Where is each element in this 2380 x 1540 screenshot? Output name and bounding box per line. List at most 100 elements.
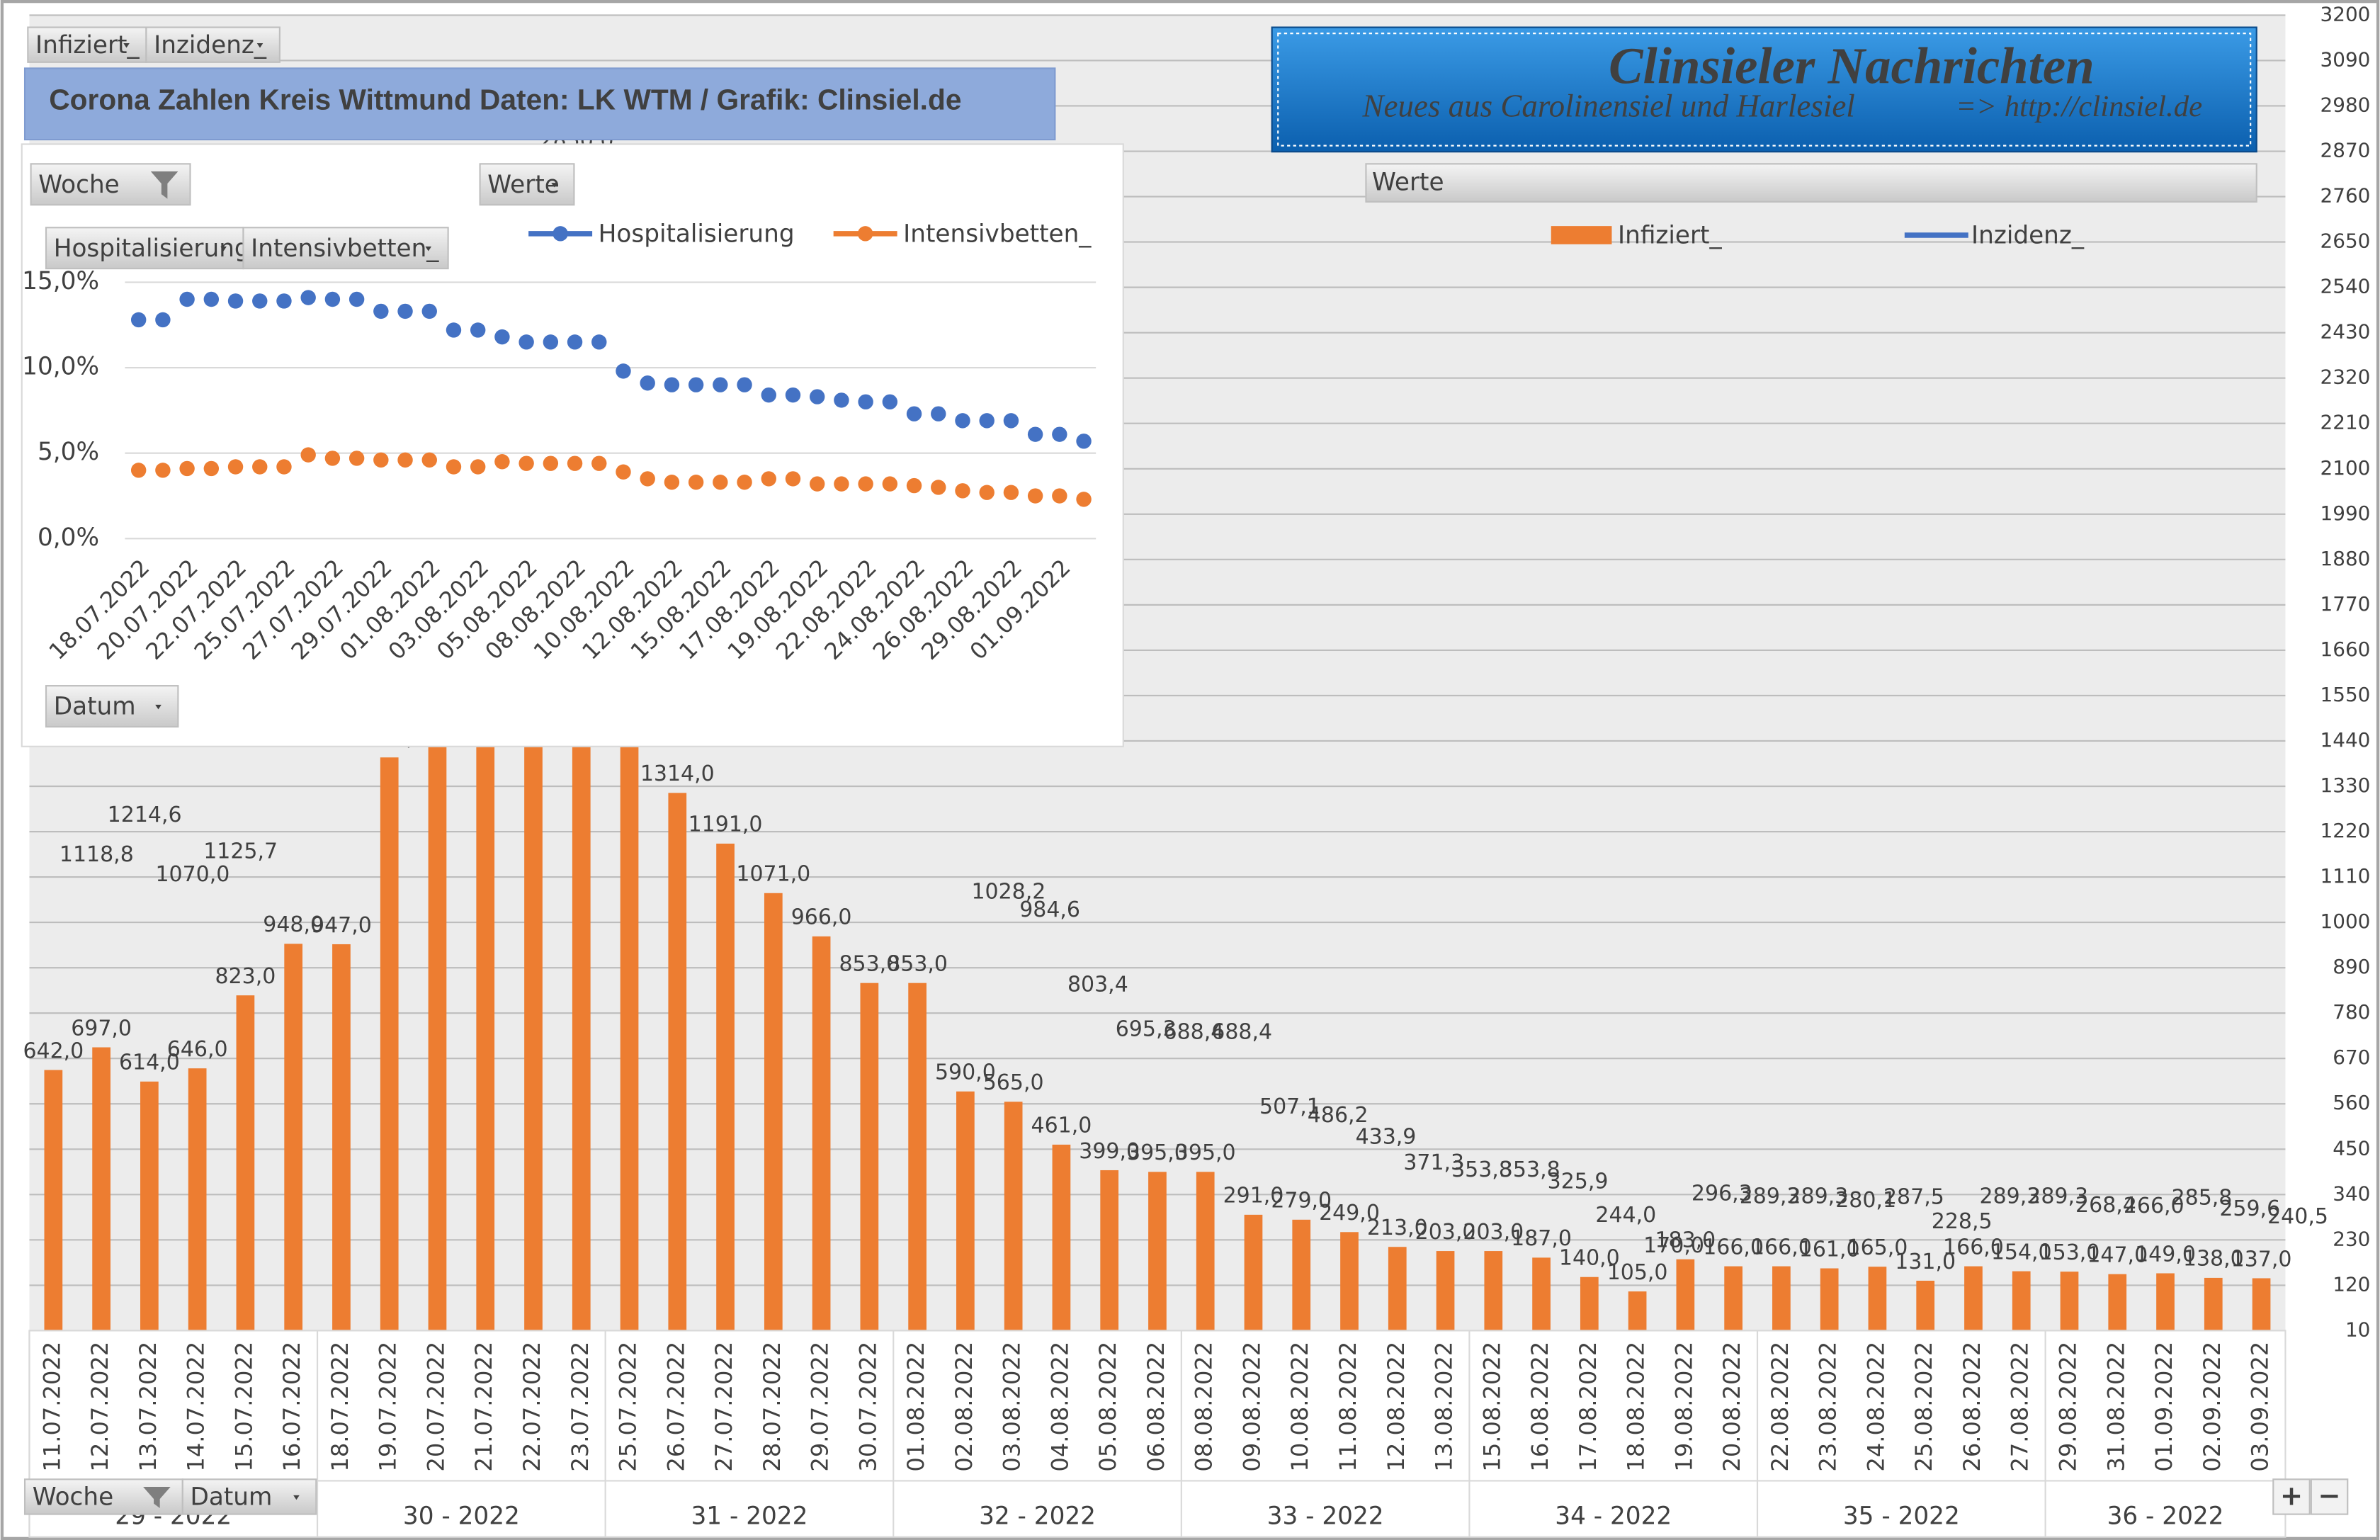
inset-marker <box>446 322 462 338</box>
field-button-label: Hospitalisierung <box>54 234 250 263</box>
x-tick-label: 05.08.2022 <box>1094 1342 1121 1472</box>
inset-marker <box>616 363 631 379</box>
field-button-label: Infiziert_ <box>35 31 140 60</box>
y-tick-label: 1110 <box>2320 864 2371 888</box>
inset-marker <box>227 293 244 309</box>
x-tick-label: 23.08.2022 <box>1815 1342 1842 1472</box>
bar <box>2108 1274 2127 1331</box>
week-label: 33 - 2022 <box>1267 1502 1384 1530</box>
zoom-button[interactable] <box>2272 1478 2311 1515</box>
inset-marker <box>713 377 728 392</box>
x-tick-label: 01.09.2022 <box>2150 1342 2177 1472</box>
bar-value-label: 166,0 <box>1703 1235 1764 1259</box>
bar <box>1580 1276 1599 1331</box>
inset-marker <box>713 475 728 490</box>
field-button[interactable] <box>145 26 280 63</box>
x-tick-label: 24.08.2022 <box>1862 1342 1889 1472</box>
y-tick-label: 230 <box>2333 1227 2370 1250</box>
field-button-label: Woche <box>33 1483 113 1512</box>
bar <box>1052 1144 1071 1331</box>
bar <box>428 708 447 1331</box>
inset-marker <box>155 312 171 328</box>
line-value-label: 1214,6 <box>108 803 182 827</box>
bar-value-label: 614,0 <box>119 1051 180 1075</box>
inset-marker <box>203 291 220 307</box>
inset-marker <box>1003 485 1019 500</box>
dropdown-icon <box>551 183 557 188</box>
x-tick-label: 11.08.2022 <box>1334 1342 1361 1472</box>
line-value-label: 244,0 <box>1595 1203 1656 1228</box>
inset-marker <box>470 322 486 338</box>
dropdown-icon <box>293 1495 300 1500</box>
line-value-label: 1070,0 <box>155 862 230 887</box>
line-value-label: 688,4 <box>1211 1019 1272 1044</box>
line-value-label: 353,8 <box>1500 1157 1560 1182</box>
line-value-label: 259,6 <box>2219 1196 2280 1221</box>
bar-value-label: 291,0 <box>1223 1184 1284 1208</box>
y-tick-label: 1550 <box>2320 683 2371 706</box>
inset-marker <box>664 377 680 392</box>
x-tick-label: 02.08.2022 <box>951 1342 978 1472</box>
line-value-label: 803,4 <box>1067 972 1128 997</box>
week-label: 30 - 2022 <box>403 1502 520 1530</box>
week-label: 36 - 2022 <box>2107 1502 2224 1530</box>
inset-marker <box>567 455 583 471</box>
bar <box>2060 1272 2079 1331</box>
y-tick-label: 670 <box>2333 1046 2370 1069</box>
field-button[interactable] <box>45 685 179 728</box>
bar-value-label: 153,0 <box>2039 1240 2100 1265</box>
dropdown-icon <box>220 247 227 251</box>
x-tick-label: 31.08.2022 <box>2102 1342 2129 1472</box>
bar <box>1436 1251 1455 1331</box>
x-tick-label: 30.07.2022 <box>854 1342 881 1472</box>
y-tick-label: 2650 <box>2320 230 2371 253</box>
logo-name: Clinsieler Nachrichten <box>1609 37 2095 94</box>
bar-value-label: 697,0 <box>71 1016 132 1041</box>
field-button[interactable] <box>479 163 575 206</box>
bar <box>1100 1170 1119 1331</box>
bar-value-label: 642,0 <box>23 1038 84 1063</box>
bar <box>572 691 591 1331</box>
inset-marker <box>1027 488 1043 504</box>
field-button[interactable] <box>242 227 449 270</box>
y-tick-label: 2980 <box>2320 93 2371 116</box>
bar <box>284 944 303 1331</box>
inset-legend-label: Intensivbetten_ <box>903 220 1092 248</box>
line-value-label: 289,3 <box>2027 1184 2088 1209</box>
zoom-label: − <box>2318 1480 2340 1512</box>
inset-marker <box>809 476 825 492</box>
bar-value-label: 565,0 <box>983 1070 1044 1095</box>
x-tick-label: 13.07.2022 <box>135 1342 162 1472</box>
x-tick-label: 29.07.2022 <box>807 1342 834 1472</box>
inset-marker <box>640 375 655 391</box>
x-tick-label: 19.08.2022 <box>1670 1342 1697 1472</box>
bar <box>860 983 879 1331</box>
bar-value-label: 249,0 <box>1319 1201 1380 1225</box>
bar <box>380 757 399 1331</box>
x-tick-label: 28.07.2022 <box>759 1342 786 1472</box>
bar <box>1484 1251 1503 1331</box>
bar <box>1628 1291 1647 1331</box>
field-button-label: Woche <box>38 171 119 199</box>
bar-value-label: 1314,0 <box>640 761 715 786</box>
x-tick-label: 15.07.2022 <box>230 1342 257 1472</box>
field-button[interactable] <box>45 227 244 270</box>
inset-marker <box>179 460 195 477</box>
dropdown-icon <box>256 43 264 48</box>
field-button[interactable] <box>181 1478 317 1515</box>
bar-value-label: 966,0 <box>791 905 852 930</box>
inset-marker <box>1027 426 1043 442</box>
inset-marker <box>397 303 413 319</box>
bar <box>44 1070 63 1331</box>
bar <box>908 983 926 1331</box>
y-tick-label: 1990 <box>2320 502 2371 525</box>
line-value-label: 289,3 <box>1740 1184 1801 1209</box>
x-tick-label: 27.08.2022 <box>2007 1342 2034 1472</box>
line-value-label: 228,5 <box>1932 1209 1993 1234</box>
inset-marker <box>130 463 147 478</box>
inset-legend-marker <box>552 226 568 242</box>
logo-border <box>1277 33 2252 147</box>
zoom-button[interactable] <box>2310 1478 2349 1515</box>
bar-value-label: 395,0 <box>1175 1140 1236 1165</box>
field-button-label: Intensivbetten_ <box>251 234 439 263</box>
